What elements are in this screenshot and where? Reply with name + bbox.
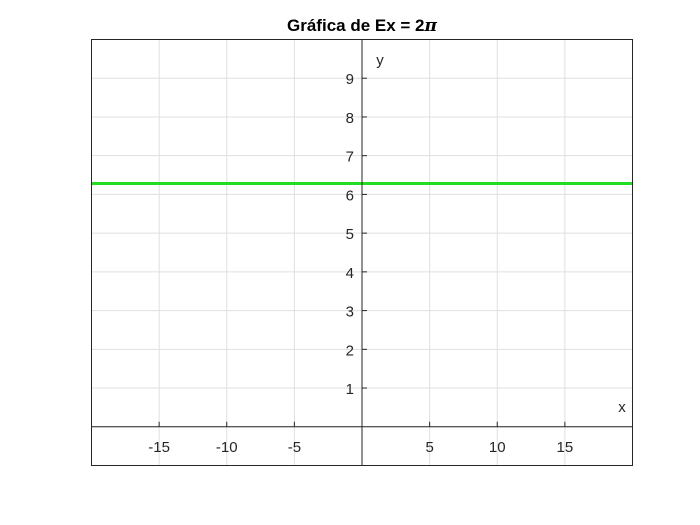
y-tick-label: 9	[346, 71, 354, 88]
y-tick-label: 8	[346, 110, 354, 127]
y-tick-label: 1	[346, 381, 354, 398]
plot-box	[91, 39, 633, 466]
y-tick-label: 7	[346, 149, 354, 166]
x-axis-label: x	[618, 399, 626, 416]
y-tick-label: 3	[346, 304, 354, 321]
axes-layer	[91, 39, 633, 466]
y-tick-label: 4	[346, 265, 354, 282]
x-tick-label: -5	[288, 439, 301, 456]
chart-title-pi-symbol: π	[424, 16, 438, 36]
y-tick-label: 2	[346, 342, 354, 359]
x-tick-label: 10	[489, 439, 506, 456]
x-tick-label: 15	[557, 439, 574, 456]
y-tick-label: 6	[346, 187, 354, 204]
chart-title: Gráfica de Ex = 2π	[287, 16, 438, 36]
x-tick-label: 5	[425, 439, 433, 456]
chart-title-text: Gráfica de Ex = 2	[287, 16, 425, 35]
x-tick-label: -15	[148, 439, 170, 456]
y-axis-label: y	[376, 52, 384, 69]
tick-labels: -15 -10 -5 5 10 15 1 2 3 4 5 6 7 8 9	[148, 71, 573, 456]
y-tick-label: 5	[346, 226, 354, 243]
x-tick-label: -10	[216, 439, 238, 456]
